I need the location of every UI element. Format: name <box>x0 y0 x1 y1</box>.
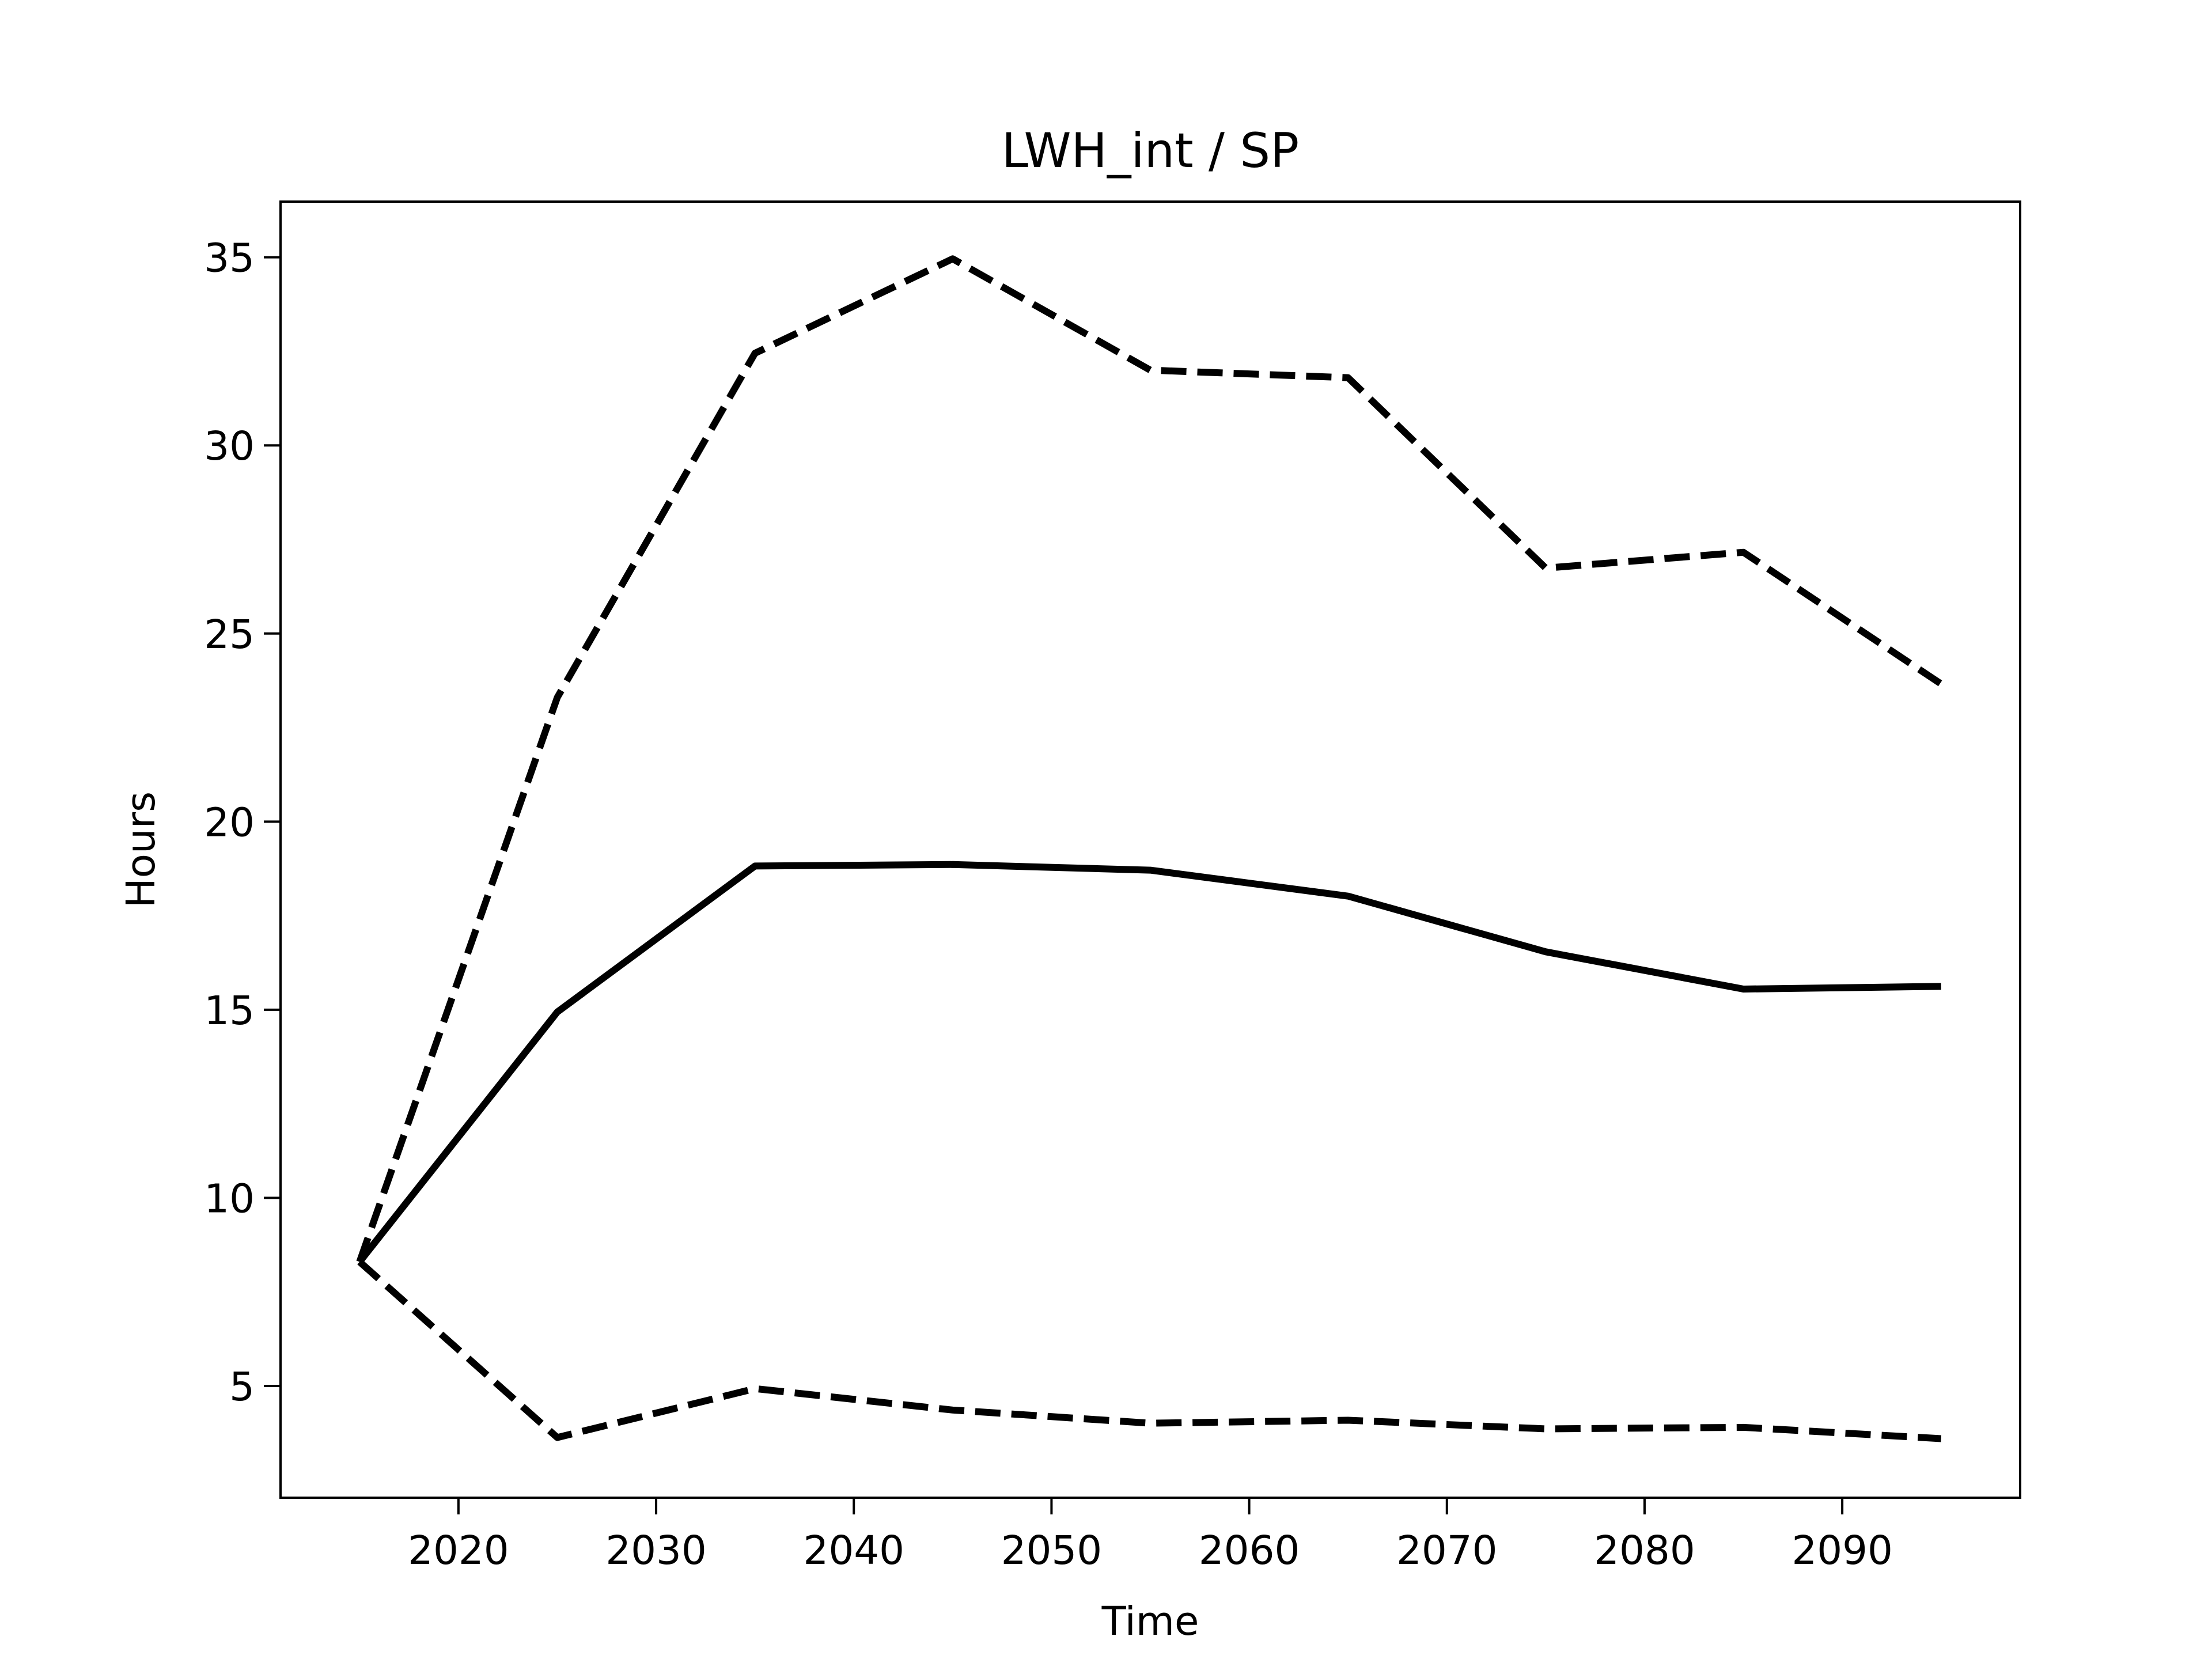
x-axis-label: Time <box>1101 1599 1199 1645</box>
y-tick-label: 15 <box>204 988 255 1034</box>
plot-frame <box>279 200 2021 1499</box>
y-axis-label: Hours <box>118 791 164 908</box>
x-tick-label: 2090 <box>1791 1528 1893 1574</box>
data-line <box>357 1259 1942 1442</box>
x-tick-label: 2060 <box>1199 1528 1300 1574</box>
x-tick-label: 2070 <box>1396 1528 1498 1574</box>
y-tick-label: 35 <box>204 236 255 282</box>
y-tick-label: 5 <box>229 1364 255 1410</box>
data-line <box>357 861 1941 1264</box>
x-tick-label: 2020 <box>408 1528 509 1574</box>
x-tick-label: 2030 <box>605 1528 707 1574</box>
y-tick-label: 25 <box>204 612 255 658</box>
chart-title: LWH_int / SP <box>1002 123 1299 179</box>
x-tick-label: 2040 <box>803 1528 904 1574</box>
data-line <box>356 255 1944 1263</box>
y-tick-label: 20 <box>204 800 255 846</box>
x-tick-label: 2080 <box>1594 1528 1695 1574</box>
x-tick-label: 2050 <box>1001 1528 1103 1574</box>
y-tick-label: 10 <box>204 1176 255 1222</box>
y-tick-label: 30 <box>204 423 255 469</box>
